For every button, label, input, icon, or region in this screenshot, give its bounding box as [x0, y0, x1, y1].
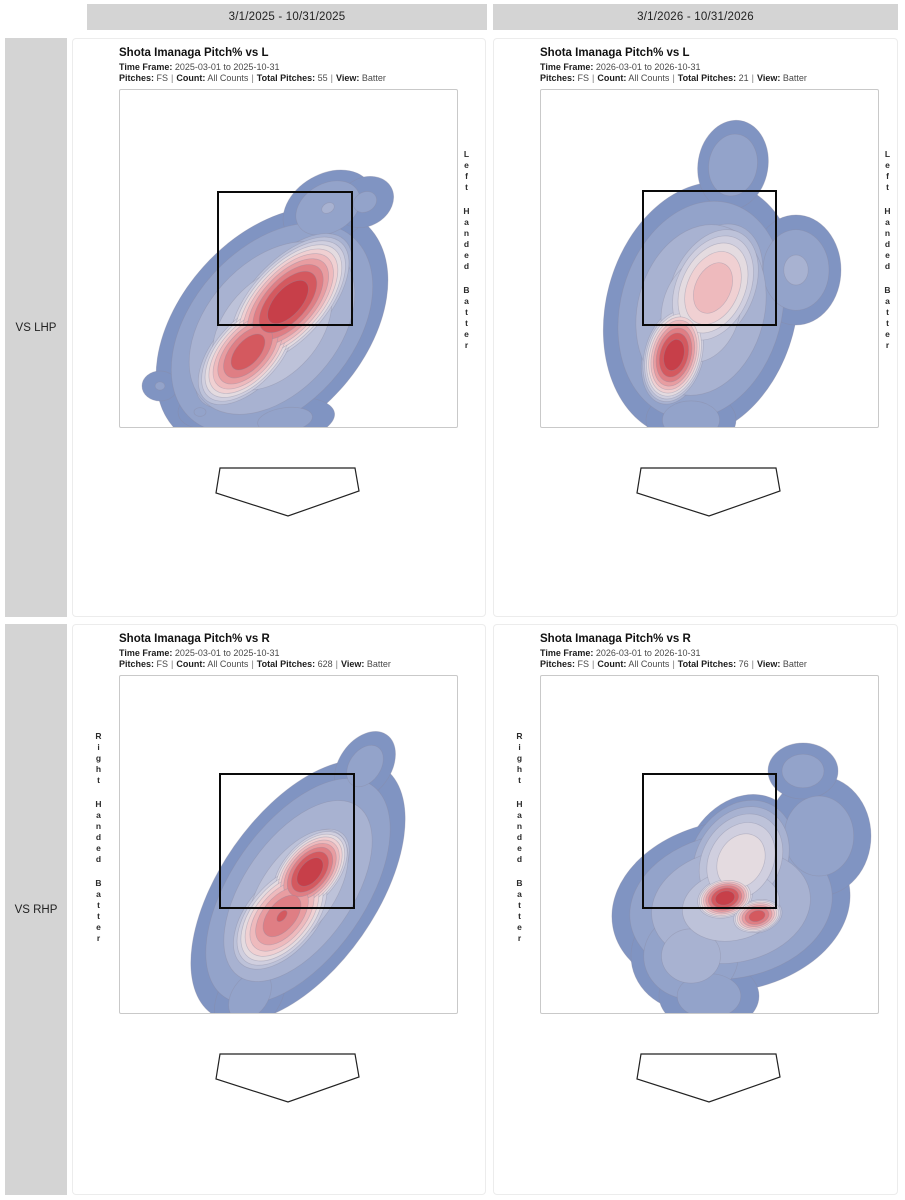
column-header-2025-label: 3/1/2025 - 10/31/2025: [228, 11, 346, 23]
strike-zone: [217, 191, 353, 326]
panel-title-block: Shota Imanaga Pitch% vs L Time Frame: 20…: [119, 47, 386, 84]
meta-line: Pitches: FS | Count: All Counts | Total Pitc…: [119, 73, 386, 83]
home-plate-icon: [636, 467, 781, 517]
pitch-density-plot: [119, 675, 458, 1014]
home-plate-icon: [215, 467, 360, 517]
kde-contour-svg: [602, 119, 842, 427]
time-frame-line: Time Frame: 2025-03-01 to 2025-10-31: [119, 62, 280, 72]
column-header-2026-label: 3/1/2026 - 10/31/2026: [637, 11, 754, 23]
meta-line: Pitches: FS | Count: All Counts | Total Pitc…: [540, 659, 807, 669]
chart-title: Shota Imanaga Pitch% vs R: [540, 633, 691, 645]
pitch-density-plot: [540, 675, 879, 1014]
kde-contour-svg: [141, 169, 394, 427]
kde-contours: [141, 169, 394, 427]
time-frame-line: Time Frame: 2025-03-01 to 2025-10-31: [119, 648, 280, 658]
panel-title-block: Shota Imanaga Pitch% vs R Time Frame: 20…: [119, 633, 391, 670]
panel-vs-rhp-2025: Shota Imanaga Pitch% vs R Time Frame: 20…: [72, 624, 486, 1195]
home-plate-icon: [215, 1053, 360, 1103]
pitch-density-plot: [119, 89, 458, 428]
column-header-2025: 3/1/2025 - 10/31/2025: [87, 4, 487, 30]
time-frame-line: Time Frame: 2026-03-01 to 2026-10-31: [540, 62, 701, 72]
meta-line: Pitches: FS | Count: All Counts | Total Pitc…: [540, 73, 807, 83]
home-plate-icon: [636, 1053, 781, 1103]
kde-contours: [611, 742, 872, 1013]
row-label-vs-lhp: VS LHP: [5, 38, 67, 617]
kde-contours: [190, 731, 406, 1013]
pitch-density-plot: [540, 89, 879, 428]
chart-title: Shota Imanaga Pitch% vs L: [119, 47, 269, 59]
panel-title-block: Shota Imanaga Pitch% vs R Time Frame: 20…: [540, 633, 807, 670]
kde-contour-svg: [190, 731, 406, 1013]
time-frame-line: Time Frame: 2026-03-01 to 2026-10-31: [540, 648, 701, 658]
row-label-vs-rhp-text: VS RHP: [14, 903, 58, 916]
strike-zone: [219, 773, 355, 909]
row-label-vs-rhp: VS RHP: [5, 624, 67, 1195]
strike-zone: [642, 190, 777, 326]
kde-contours: [602, 119, 842, 427]
panel-title-block: Shota Imanaga Pitch% vs L Time Frame: 20…: [540, 47, 807, 84]
strike-zone: [642, 773, 777, 909]
chart-title: Shota Imanaga Pitch% vs L: [540, 47, 690, 59]
row-label-vs-lhp-text: VS LHP: [15, 321, 57, 334]
panel-vs-lhp-2026: Shota Imanaga Pitch% vs L Time Frame: 20…: [493, 38, 898, 617]
chart-title: Shota Imanaga Pitch% vs R: [119, 633, 270, 645]
column-header-2026: 3/1/2026 - 10/31/2026: [493, 4, 898, 30]
kde-contour-svg: [611, 742, 872, 1013]
meta-line: Pitches: FS | Count: All Counts | Total Pitc…: [119, 659, 391, 669]
panel-vs-rhp-2026: Shota Imanaga Pitch% vs R Time Frame: 20…: [493, 624, 898, 1195]
panel-vs-lhp-2025: Shota Imanaga Pitch% vs L Time Frame: 20…: [72, 38, 486, 617]
